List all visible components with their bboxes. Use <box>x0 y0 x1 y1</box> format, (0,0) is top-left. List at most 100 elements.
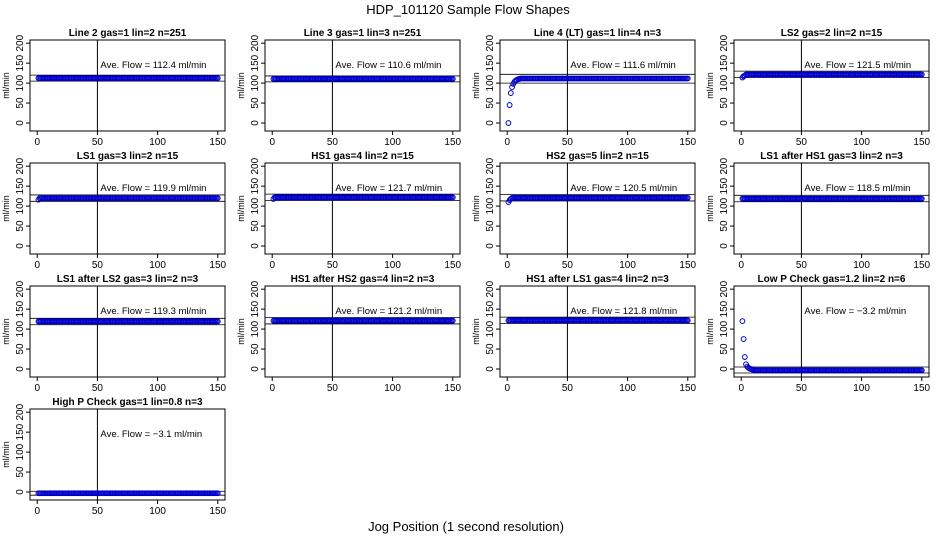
y-tick-label: 150 <box>15 300 26 317</box>
x-tick-label: 0 <box>34 506 40 517</box>
ave-flow-annotation: Ave. Flow = 120.5 ml/min <box>570 183 677 194</box>
panel-frame <box>264 162 461 255</box>
ave-flow-prefix: Ave. Flow = <box>570 183 622 194</box>
y-tick-label: 0 <box>15 120 26 126</box>
ave-flow-prefix: Ave. Flow = <box>335 306 387 317</box>
panel-10: HS1 after HS2 gas=4 lin=2 n=3 ml/min 0 50 10… <box>236 274 462 394</box>
y-tick-label: 150 <box>719 54 730 71</box>
y-tick-label: 50 <box>250 220 261 232</box>
panel-5: LS1 gas=3 lin=2 n=15 ml/min 0 50 100 150 200 0 5… <box>1 151 227 271</box>
y-axis-label: ml/min <box>471 72 481 99</box>
y-tick-label: 150 <box>250 54 261 71</box>
panel-title: LS2 gas=2 lin=2 n=15 <box>781 28 883 39</box>
y-tick-label: 200 <box>250 157 261 174</box>
x-tick-label: 100 <box>384 137 401 148</box>
x-tick-label: 50 <box>796 137 808 148</box>
data-points <box>35 195 221 203</box>
data-point <box>918 71 925 78</box>
panel-6: HS1 gas=4 lin=2 n=15 ml/min 0 50 100 150 200 0 5… <box>236 151 462 271</box>
data-point <box>509 84 515 90</box>
data-points <box>739 71 925 81</box>
y-tick-label: 0 <box>485 120 496 126</box>
data-point <box>684 317 691 324</box>
panel-frame <box>733 285 930 378</box>
panel-frame <box>29 39 226 132</box>
data-point <box>918 367 925 374</box>
y-tick-label: 150 <box>485 177 496 194</box>
y-tick-label: 0 <box>485 243 496 249</box>
x-tick-label: 100 <box>149 506 166 517</box>
data-point <box>214 490 221 497</box>
x-tick-label: 0 <box>504 137 510 148</box>
x-tick-label: 150 <box>679 260 696 271</box>
panel-title: HS1 after HS2 gas=4 lin=2 n=3 <box>291 274 435 285</box>
x-tick-label: 50 <box>796 383 808 394</box>
panel-title: HS2 gas=5 lin=2 n=15 <box>546 151 649 162</box>
y-tick-label: 50 <box>15 466 26 478</box>
ave-flow-unit: ml/min <box>412 183 443 194</box>
panel-1: Line 2 gas=1 lin=2 n=251 ml/min 0 50 100 150 2… <box>1 28 227 148</box>
y-tick-label: 50 <box>485 97 496 109</box>
data-points <box>739 195 925 202</box>
data-point <box>918 195 925 202</box>
y-tick-label: 100 <box>250 74 261 91</box>
ave-flow-annotation: Ave. Flow = 121.7 ml/min <box>335 183 442 194</box>
x-tick-label: 100 <box>384 260 401 271</box>
panel-title: Line 2 gas=1 lin=2 n=251 <box>69 28 187 39</box>
panel-grid: Line 2 gas=1 lin=2 n=251 ml/min 0 50 100 150 2… <box>1 28 931 517</box>
y-tick-label: 200 <box>485 280 496 297</box>
x-tick-label: 50 <box>562 260 574 271</box>
x-tick-label: 50 <box>562 383 574 394</box>
y-tick-label: 100 <box>719 74 730 91</box>
data-point <box>214 75 221 82</box>
panel-title: LS1 after LS2 gas=3 lin=2 n=3 <box>57 274 199 285</box>
x-tick-label: 50 <box>327 383 339 394</box>
ave-flow-value: 121.5 <box>857 60 881 71</box>
x-tick-label: 0 <box>738 260 744 271</box>
x-tick-label: 50 <box>562 137 574 148</box>
y-tick-label: 100 <box>719 320 730 337</box>
x-tick-label: 100 <box>149 137 166 148</box>
data-point <box>684 195 691 201</box>
panel-frame <box>29 162 226 255</box>
y-tick-label: 150 <box>719 300 730 317</box>
ave-flow-annotation: Ave. Flow = 118.5 ml/min <box>804 183 910 194</box>
x-tick-label: 150 <box>209 383 226 394</box>
x-tick-label: 50 <box>92 383 104 394</box>
panel-frame <box>29 408 226 501</box>
y-tick-label: 50 <box>719 343 730 355</box>
y-tick-label: 50 <box>719 220 730 232</box>
data-point <box>214 195 221 202</box>
data-point <box>449 194 456 201</box>
ave-flow-prefix: Ave. Flow = <box>100 306 152 317</box>
y-tick-label: 200 <box>15 403 26 420</box>
y-axis-label: ml/min <box>236 318 246 345</box>
data-points <box>270 194 456 202</box>
data-points <box>739 318 925 374</box>
y-tick-label: 200 <box>15 157 26 174</box>
x-tick-label: 150 <box>679 383 696 394</box>
panel-title: HS1 after LS1 gas=4 lin=2 n=3 <box>526 274 669 285</box>
x-tick-label: 50 <box>92 260 104 271</box>
y-tick-label: 150 <box>719 177 730 194</box>
data-point <box>214 318 221 325</box>
x-tick-label: 100 <box>853 137 870 148</box>
x-tick-label: 0 <box>738 137 744 148</box>
panel-title: HS1 gas=4 lin=2 n=15 <box>311 151 414 162</box>
panel-frame <box>264 285 461 378</box>
y-tick-label: 50 <box>15 97 26 109</box>
ave-flow-unit: ml/min <box>176 60 207 71</box>
y-tick-label: 100 <box>719 197 730 214</box>
y-tick-label: 200 <box>250 280 261 297</box>
x-tick-label: 50 <box>92 506 104 517</box>
panel-9: LS1 after LS2 gas=3 lin=2 n=3 ml/min 0 50 10… <box>1 274 227 394</box>
x-tick-label: 100 <box>619 260 636 271</box>
panel-title: Low P Check gas=1.2 lin=2 n=6 <box>758 274 906 285</box>
y-tick-label: 0 <box>719 120 730 126</box>
x-tick-label: 50 <box>327 260 339 271</box>
x-tick-label: 0 <box>738 383 744 394</box>
ave-flow-annotation: Ave. Flow = 111.6 ml/min <box>570 60 675 71</box>
y-tick-label: 100 <box>15 320 26 337</box>
y-tick-label: 0 <box>15 243 26 249</box>
x-tick-label: 0 <box>504 383 510 394</box>
